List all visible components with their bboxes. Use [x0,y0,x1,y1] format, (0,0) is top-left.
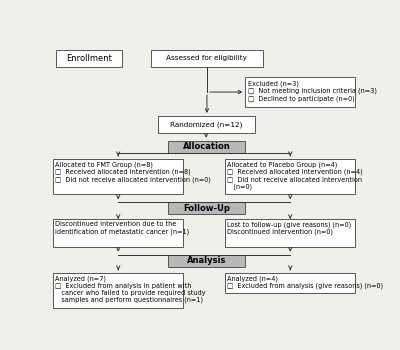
Bar [151,50,263,66]
Text: Enrollment: Enrollment [66,54,112,63]
Bar [158,116,255,133]
Text: Discontinued intervention due to the
identification of metastatic cancer (n=1): Discontinued intervention due to the ide… [56,222,190,235]
Bar [245,77,355,107]
Bar [53,219,183,247]
Text: Randomized (n=12): Randomized (n=12) [170,121,242,128]
Text: Analyzed (n=7)
□  Excluded from analysis in patient with
   cancer who failed to: Analyzed (n=7) □ Excluded from analysis … [56,275,206,303]
Bar [225,273,355,293]
Bar [225,159,355,195]
Bar [53,159,183,195]
Bar [168,202,245,215]
Bar [53,273,183,308]
Text: Excluded (n=3)
□  Not meeting inclusion criteria (n=3)
□  Declined to participat: Excluded (n=3) □ Not meeting inclusion c… [248,80,377,102]
Bar [56,50,122,66]
Text: Allocation: Allocation [183,142,230,151]
Text: Allocated to Placebo Group (n=4)
□  Received allocated intervention (n=4)
□  Did: Allocated to Placebo Group (n=4) □ Recei… [228,161,363,190]
Text: Lost to follow-up (give reasons) (n=0)
Discontinued intervention (n=0): Lost to follow-up (give reasons) (n=0) D… [228,222,352,236]
Text: Assessed for eligibility: Assessed for eligibility [166,55,247,61]
Text: Analyzed (n=4)
□  Excluded from analysis (give reasons) (n=0): Analyzed (n=4) □ Excluded from analysis … [228,275,384,289]
Text: Follow-Up: Follow-Up [183,204,230,213]
Text: Allocated to FMT Group (n=8)
□  Received allocated intervention (n=8)
□  Did not: Allocated to FMT Group (n=8) □ Received … [56,161,211,183]
Bar [225,219,355,247]
Bar [168,254,245,267]
Bar [168,141,245,153]
Text: Analysis: Analysis [187,256,226,265]
